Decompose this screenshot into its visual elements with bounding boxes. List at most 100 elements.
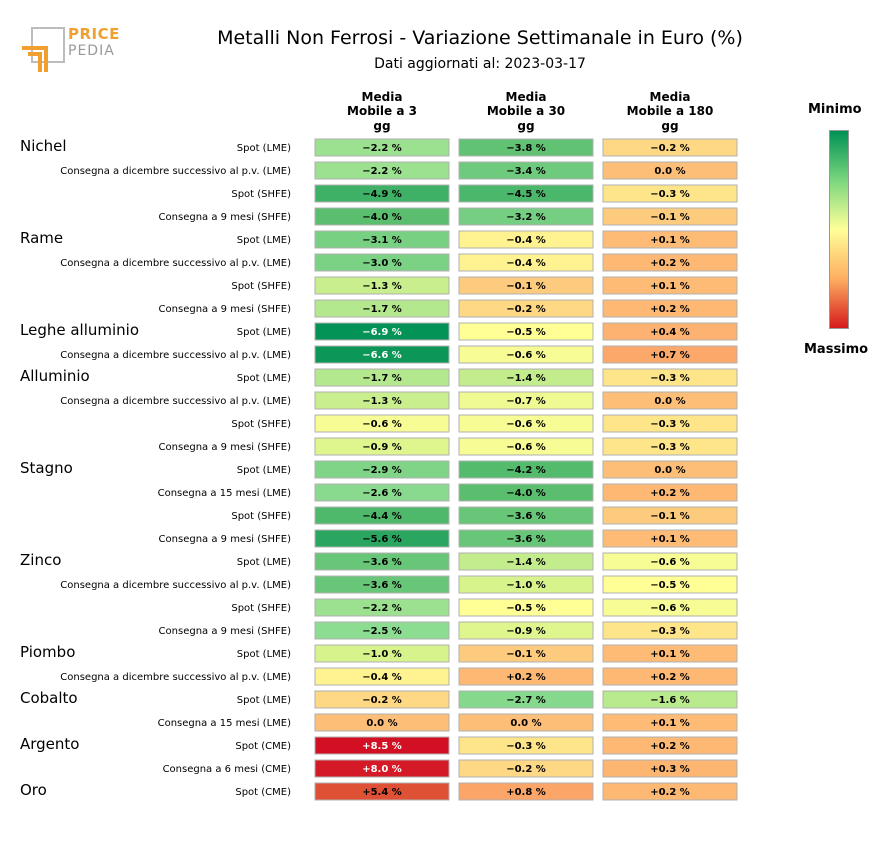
cell-value: −0.3 % <box>650 189 690 200</box>
group-label: Alluminio <box>20 367 90 385</box>
row-label: Spot (SHFE) <box>231 281 291 292</box>
heatmap-cell <box>458 759 594 778</box>
heatmap-cell <box>602 299 738 318</box>
logo-text-bottom: PEDIA <box>68 43 115 59</box>
cell-value: −0.7 % <box>506 396 546 407</box>
column-header-line: Mobile a 3 <box>347 104 417 118</box>
cell-value: −0.5 % <box>506 327 546 338</box>
cell-value: +0.7 % <box>650 350 690 361</box>
row-label: Spot (CME) <box>235 787 291 798</box>
cell-value: 0.0 % <box>654 396 685 407</box>
heatmap-cell <box>602 621 738 640</box>
heatmap-cell <box>458 713 594 732</box>
cell-value: −0.2 % <box>506 304 546 315</box>
cell-value: −0.6 % <box>506 350 546 361</box>
row-label: Consegna a 9 mesi (SHFE) <box>159 212 292 223</box>
row-label: Spot (SHFE) <box>231 189 291 200</box>
heatmap-cell <box>602 644 738 663</box>
cell-value: −3.6 % <box>506 511 546 522</box>
group-label: Stagno <box>20 459 73 477</box>
column-header-line: Mobile a 30 <box>486 104 566 118</box>
row-label: Consegna a 9 mesi (SHFE) <box>159 442 292 453</box>
column-header-line: gg <box>373 119 391 133</box>
heatmap-cell <box>458 552 594 571</box>
cell-value: −0.6 % <box>506 442 546 453</box>
heatmap-cell <box>602 138 738 157</box>
cell-value: −0.6 % <box>650 603 690 614</box>
heatmap-cell <box>458 644 594 663</box>
cell-value: +0.2 % <box>650 741 690 752</box>
heatmap-cell <box>314 506 450 525</box>
cell-value: −4.4 % <box>362 511 402 522</box>
heatmap-cell <box>458 483 594 502</box>
heatmap-cell <box>458 736 594 755</box>
cell-value: −6.9 % <box>362 327 402 338</box>
cell-value: −3.4 % <box>506 166 546 177</box>
cell-value: −1.0 % <box>362 649 402 660</box>
heatmap-cell <box>314 552 450 571</box>
cell-value: −1.4 % <box>506 557 546 568</box>
cell-value: −1.6 % <box>650 695 690 706</box>
cell-value: −0.9 % <box>506 626 546 637</box>
group-label: Rame <box>20 229 63 247</box>
heatmap-cell <box>458 253 594 272</box>
heatmap-cell <box>314 414 450 433</box>
heatmap-cell <box>458 460 594 479</box>
heatmap-cell <box>602 506 738 525</box>
row-label: Consegna a dicembre successivo al p.v. (… <box>60 350 291 361</box>
heatmap-cell <box>602 460 738 479</box>
row-label: Consegna a 6 mesi (CME) <box>163 764 292 775</box>
group-label: Leghe alluminio <box>20 321 139 339</box>
row-label: Spot (SHFE) <box>231 419 291 430</box>
row-label: Consegna a 15 mesi (LME) <box>158 488 291 499</box>
cell-value: +0.1 % <box>650 649 690 660</box>
cell-value: −3.0 % <box>362 258 402 269</box>
column-header: Media Mobile a 30 gg <box>456 90 596 133</box>
cell-value: −3.6 % <box>362 557 402 568</box>
cell-value: −0.2 % <box>650 143 690 154</box>
heatmap-cell <box>602 690 738 709</box>
cell-value: +8.5 % <box>362 741 402 752</box>
row-label: Spot (CME) <box>235 741 291 752</box>
cell-value: −0.1 % <box>506 281 546 292</box>
cell-value: −1.3 % <box>362 396 402 407</box>
heatmap-cell <box>314 184 450 203</box>
row-label: Spot (LME) <box>237 649 291 660</box>
cell-value: −2.7 % <box>506 695 546 706</box>
heatmap-cell <box>314 575 450 594</box>
heatmap-cell <box>314 621 450 640</box>
heatmap-cell <box>602 736 738 755</box>
heatmap-cell <box>458 506 594 525</box>
chart-subtitle: Dati aggiornati al: 2023-03-17 <box>374 56 586 72</box>
logo-text-top: PRICE <box>68 25 120 43</box>
heatmap-cell <box>314 368 450 387</box>
heatmap-cell <box>458 391 594 410</box>
cell-value: −0.5 % <box>506 603 546 614</box>
heatmap-cell <box>314 759 450 778</box>
cell-value: +0.2 % <box>650 672 690 683</box>
cell-value: −0.3 % <box>650 373 690 384</box>
column-header-line: Media <box>361 90 403 104</box>
heatmap-cell <box>602 713 738 732</box>
heatmap-cell <box>602 483 738 502</box>
column-header-line: Mobile a 180 <box>626 104 714 118</box>
cell-value: 0.0 % <box>510 718 541 729</box>
heatmap-cell <box>602 575 738 594</box>
cell-value: −0.3 % <box>650 419 690 430</box>
row-label: Spot (LME) <box>237 327 291 338</box>
heatmap-cell <box>602 598 738 617</box>
heatmap-cell <box>458 184 594 203</box>
heatmap-cell <box>314 713 450 732</box>
heatmap-cell <box>602 345 738 364</box>
heatmap-cell <box>314 253 450 272</box>
cell-value: −1.0 % <box>506 580 546 591</box>
cell-value: −0.6 % <box>650 557 690 568</box>
row-label: Spot (LME) <box>237 465 291 476</box>
cell-value: −0.5 % <box>650 580 690 591</box>
heatmap-cell <box>314 690 450 709</box>
cell-value: −0.3 % <box>650 626 690 637</box>
heatmap-cell <box>458 299 594 318</box>
row-label: Consegna a dicembre successivo al p.v. (… <box>60 672 291 683</box>
row-label: Consegna a dicembre successivo al p.v. (… <box>60 580 291 591</box>
heatmap-cell <box>314 345 450 364</box>
